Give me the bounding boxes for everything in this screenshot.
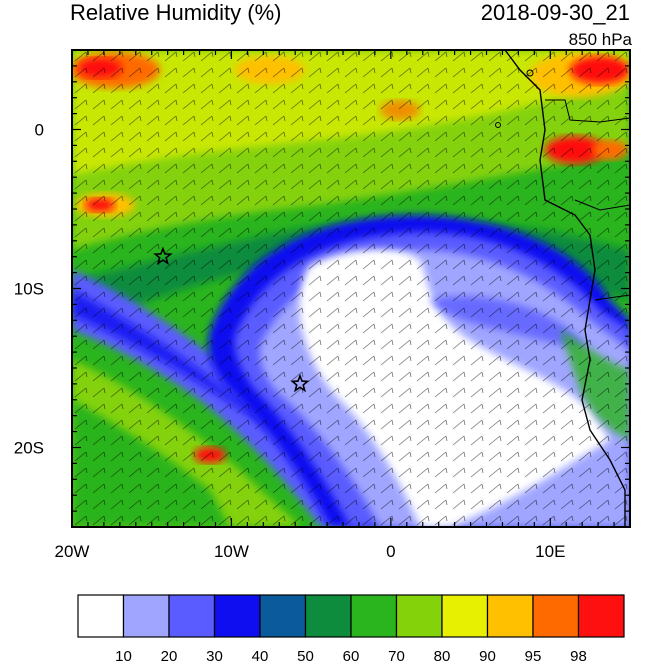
pressure-level: 850 hPa xyxy=(568,30,632,49)
colorbar-swatch xyxy=(168,594,216,638)
colorbar-label: 50 xyxy=(297,648,314,665)
colorbar-label: 98 xyxy=(570,648,587,665)
colorbar-label: 30 xyxy=(206,648,223,665)
latitude-labels: 0 10S 20S xyxy=(14,121,44,458)
colorbar-swatch xyxy=(486,594,534,638)
colorbar-label: 20 xyxy=(161,648,178,665)
station-markers xyxy=(153,246,310,393)
humidity-field xyxy=(72,50,630,527)
colorbar-swatch xyxy=(259,594,307,638)
lon-label: 20W xyxy=(55,542,90,561)
colorbar-label: 40 xyxy=(252,648,269,665)
longitude-labels: 20W 10W 0 10E xyxy=(55,542,566,561)
colorbar-label: 10 xyxy=(115,648,132,665)
colorbar-swatch xyxy=(441,594,489,638)
colorbar-label: 90 xyxy=(479,648,496,665)
lon-label: 10W xyxy=(214,542,249,561)
lat-label: 20S xyxy=(14,439,44,458)
lon-label: 10E xyxy=(535,542,565,561)
colorbar-swatch xyxy=(304,594,352,638)
plot-title: Relative Humidity (%) xyxy=(70,0,282,25)
colorbar-label: 80 xyxy=(434,648,451,665)
valid-datetime: 2018-09-30_21 xyxy=(480,0,630,25)
star-marker xyxy=(290,373,310,393)
colorbar-swatch xyxy=(395,594,443,638)
colorbar: 10 20 30 40 50 60 70 80 90 95 98 xyxy=(77,594,625,665)
lat-label: 0 xyxy=(35,121,44,140)
axis-ticks xyxy=(71,49,631,528)
colorbar-swatch xyxy=(122,594,170,638)
colorbar-swatch xyxy=(577,594,625,638)
lat-label: 10S xyxy=(14,280,44,299)
colorbar-swatch xyxy=(350,594,398,638)
lon-label: 0 xyxy=(386,542,395,561)
colorbar-label: 95 xyxy=(525,648,542,665)
star-marker xyxy=(153,246,173,266)
colorbar-label: 70 xyxy=(388,648,405,665)
colorbar-label: 60 xyxy=(343,648,360,665)
colorbar-swatch xyxy=(532,594,580,638)
colorbar-swatch xyxy=(77,594,125,638)
colorbar-swatch xyxy=(213,594,261,638)
